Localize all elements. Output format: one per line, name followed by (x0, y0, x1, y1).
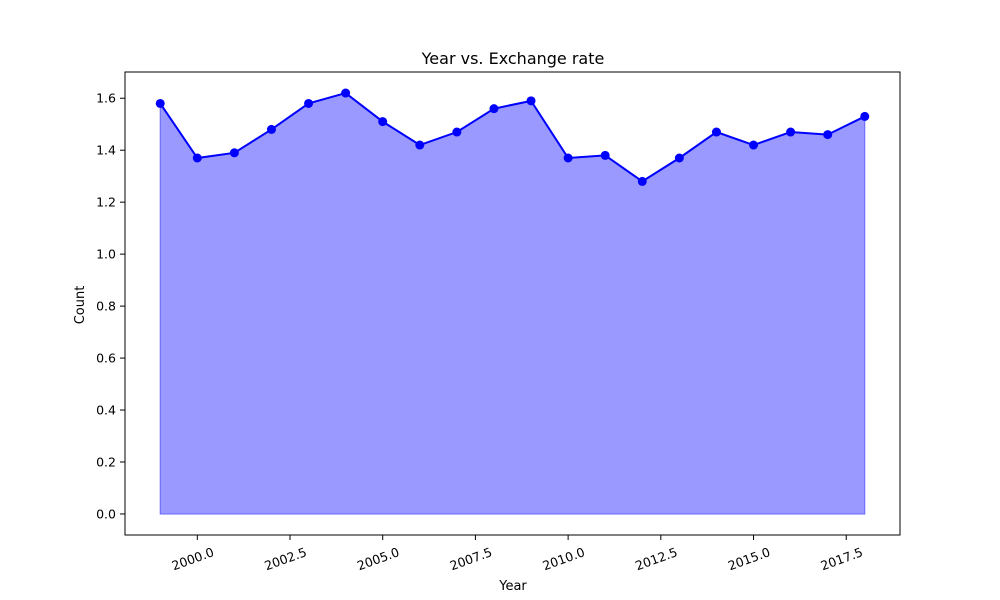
x-tick-label: 2015.0 (726, 544, 772, 573)
data-point (415, 140, 425, 150)
y-tick-label: 1.6 (96, 91, 116, 106)
x-tick-label: 2000.0 (170, 544, 216, 573)
x-axis-label: Year (498, 579, 527, 594)
plot-frame (124, 71, 901, 536)
data-point (674, 153, 684, 163)
y-tick-label: 0.4 (96, 403, 116, 418)
plot-area (155, 88, 870, 515)
x-axis: 2000.0 2002.5 2005.0 2007.5 2010.0 2012.5 2015… (170, 535, 865, 573)
y-axis: 0.0 0.2 0.4 0.6 0.8 1.0 1.2 1.4 1.6 (96, 91, 125, 521)
y-tick-label: 0.0 (96, 506, 116, 521)
chart-title: Year vs. Exchange rate (421, 49, 605, 68)
data-point (749, 140, 759, 150)
data-point (304, 98, 314, 108)
data-point (155, 98, 165, 108)
y-axis-label: Count (73, 286, 88, 325)
x-tick-label: 2005.0 (355, 544, 401, 573)
x-tick-label: 2007.5 (448, 544, 494, 573)
data-point (341, 88, 351, 98)
data-point (266, 124, 276, 134)
data-point (526, 96, 536, 106)
series-area (159, 92, 866, 515)
y-tick-label: 1.2 (96, 195, 116, 210)
data-point (563, 153, 573, 163)
data-point (452, 127, 462, 137)
data-point (637, 176, 647, 186)
x-tick-label: 2002.5 (262, 544, 308, 573)
data-point (489, 104, 499, 114)
data-point (860, 111, 870, 121)
y-tick-label: 1.0 (96, 247, 116, 262)
data-point (229, 148, 239, 158)
data-point (711, 127, 721, 137)
data-point (378, 117, 388, 127)
data-point (600, 150, 610, 160)
x-tick-label: 2017.5 (819, 544, 865, 573)
y-tick-label: 0.8 (96, 299, 116, 314)
y-tick-label: 1.4 (96, 143, 116, 158)
data-point (786, 127, 796, 137)
x-tick-label: 2010.0 (540, 544, 586, 573)
data-point (823, 130, 833, 140)
x-tick-label: 2012.5 (633, 544, 679, 573)
y-tick-label: 0.6 (96, 351, 116, 366)
data-point (192, 153, 202, 163)
series-line (159, 91, 866, 183)
y-tick-label: 0.2 (96, 454, 116, 469)
